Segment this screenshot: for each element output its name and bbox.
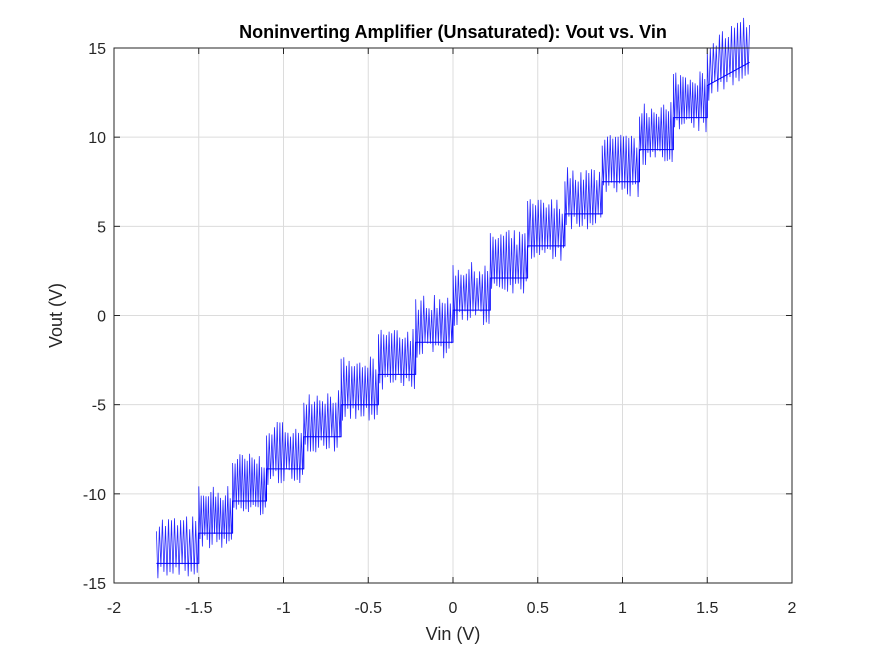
series-line [156,61,750,564]
x-tick-label: 0 [449,600,458,617]
series-layer [156,17,750,579]
series-oscillation [156,17,750,579]
x-axis-label: Vin (V) [426,624,481,644]
y-tick-label: -15 [83,576,106,593]
x-tick-label: 2 [788,600,797,617]
y-tick-label: 10 [88,130,106,147]
x-tick-label: 1.5 [696,600,718,617]
y-tick-label: 15 [88,41,106,58]
y-tick-label: 0 [97,309,106,326]
tick-labels: -2 -1.5 -1 -0.5 0 0.5 1 1.5 2 -15 -10 -5 0 5 10 15 [83,41,797,617]
ticks [113,47,793,584]
y-tick-label: 5 [97,219,106,236]
chart-title: Noninverting Amplifier (Unsaturated): Vo… [239,22,667,42]
x-tick-label: 0.5 [527,600,549,617]
y-tick-label: -5 [92,398,106,415]
x-tick-label: -1.5 [185,600,213,617]
x-tick-label: 1 [618,600,627,617]
y-axis-label: Vout (V) [46,283,66,348]
x-tick-label: -0.5 [354,600,382,617]
x-tick-label: -2 [107,600,121,617]
x-tick-label: -1 [276,600,290,617]
y-tick-label: -10 [83,487,106,504]
